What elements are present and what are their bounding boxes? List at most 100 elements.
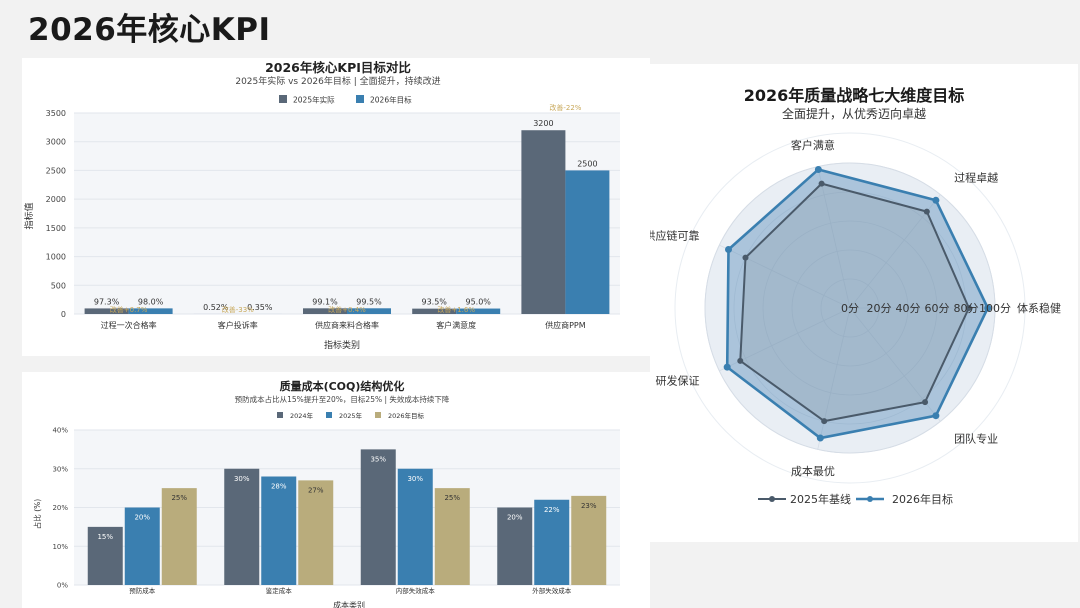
kpi-y-tick-label: 2000 bbox=[46, 195, 66, 204]
coq-chart-panel: 质量成本(COQ)结构优化 预防成本占比从15%提升至20%，目标25% | 失… bbox=[22, 372, 650, 608]
kpi-x-tick-label: 供应商来料合格率 bbox=[315, 320, 379, 330]
coq-bar-data-label: 30% bbox=[407, 475, 423, 483]
kpi-bar-actual bbox=[303, 308, 347, 314]
kpi-bar-data-label: 93.5% bbox=[421, 298, 447, 307]
coq-legend-swatch-2024 bbox=[277, 412, 283, 418]
kpi-x-tick-label: 过程一次合格率 bbox=[101, 320, 157, 330]
coq-y-tick-label: 40% bbox=[52, 427, 68, 435]
kpi-bar-actual bbox=[84, 308, 129, 314]
coq-bar-2026-target bbox=[298, 480, 334, 585]
radar-point-target bbox=[725, 245, 733, 253]
kpi-improvement-label: 改善+0.7% bbox=[110, 305, 148, 314]
radar-axis-label: 供应链可靠 bbox=[650, 229, 700, 243]
coq-y-tick-label: 20% bbox=[52, 504, 68, 512]
kpi-bar-data-label: 98.0% bbox=[138, 297, 164, 306]
radar-chart-subtitle: 全面提升，从优秀迈向卓越 bbox=[782, 106, 926, 121]
coq-bar-2024 bbox=[224, 468, 260, 585]
radar-point-baseline bbox=[923, 208, 930, 215]
radar-legend-marker-target bbox=[867, 496, 873, 502]
kpi-legend-actual: 2025年实际 bbox=[293, 95, 335, 105]
radar-axis-label: 团队专业 bbox=[954, 432, 998, 446]
kpi-x-tick-label: 客户投诉率 bbox=[218, 320, 258, 330]
kpi-x-tick-label: 客户满意度 bbox=[436, 320, 476, 330]
radar-r-tick-label: 100分 bbox=[979, 302, 1011, 315]
kpi-bar-target bbox=[456, 308, 501, 314]
radar-point-baseline bbox=[821, 418, 828, 425]
kpi-bar-chart: 2026年核心KPI目标对比 2025年实际 vs 2026年目标 | 全面提升… bbox=[23, 60, 620, 351]
kpi-bar-data-label: 0.52% bbox=[203, 303, 229, 312]
coq-bar-chart: 质量成本(COQ)结构优化 预防成本占比从15%提升至20%，目标25% | 失… bbox=[32, 379, 620, 608]
radar-chart-panel: 2026年质量战略七大维度目标 全面提升，从优秀迈向卓越 0分 20分 40分 60分… bbox=[645, 64, 1078, 542]
kpi-y-tick-label: 3500 bbox=[46, 109, 66, 118]
radar-axis-label: 研发保证 bbox=[656, 373, 700, 387]
coq-bar-data-label: 28% bbox=[271, 483, 287, 491]
coq-bar-data-label: 22% bbox=[544, 506, 560, 514]
radar-point-target bbox=[816, 434, 824, 442]
kpi-improvement-label: 改善+0.4% bbox=[328, 305, 366, 314]
kpi-bar-data-label: 95.0% bbox=[465, 298, 491, 307]
kpi-bar-actual bbox=[521, 130, 566, 314]
radar-r-tick-label: 0分 bbox=[841, 302, 859, 315]
kpi-bar-target bbox=[347, 308, 391, 314]
radar-series-target bbox=[725, 168, 990, 440]
coq-bar-2026-target bbox=[571, 495, 607, 585]
coq-plot-area: 0% 10% 20% 30% 40% 15% 20% 25% 预防成本 30% 28% 27% 鉴定成本… bbox=[52, 427, 620, 595]
kpi-x-axis-label: 指标类别 bbox=[324, 339, 360, 351]
coq-chart-title: 质量成本(COQ)结构优化 bbox=[280, 379, 405, 393]
radar-r-tick-label: 20分 bbox=[867, 302, 892, 315]
page-title: 2026年核心KPI bbox=[28, 12, 271, 48]
radar-axis-label: 过程卓越 bbox=[954, 170, 998, 184]
radar-r-tick-label: 80分 bbox=[954, 302, 979, 315]
kpi-legend-swatch-actual bbox=[279, 95, 287, 103]
radar-point-target bbox=[814, 165, 822, 173]
kpi-improvement-label: 改善+1.6% bbox=[437, 305, 475, 314]
radar-chart-title: 2026年质量战略七大维度目标 bbox=[744, 86, 965, 105]
radar-point-target bbox=[932, 196, 940, 204]
coq-x-tick-label: 外部失效成本 bbox=[532, 586, 572, 595]
kpi-bar-data-label: 3200 bbox=[533, 119, 553, 128]
coq-bar-2026-target bbox=[434, 488, 470, 585]
coq-y-tick-label: 10% bbox=[52, 543, 68, 551]
kpi-y-tick-label: 3000 bbox=[46, 138, 66, 147]
coq-bar-data-label: 23% bbox=[581, 502, 597, 510]
coq-legend-swatch-2026 bbox=[375, 412, 381, 418]
coq-bar-data-label: 25% bbox=[171, 494, 187, 502]
coq-bar-data-label: 35% bbox=[370, 455, 386, 463]
radar-spoke bbox=[817, 166, 851, 309]
coq-legend-2024: 2024年 bbox=[290, 411, 314, 420]
radar-legend-baseline: 2025年基线 bbox=[790, 492, 851, 506]
kpi-improvement-label: 改善-22% bbox=[549, 103, 581, 112]
radar-legend-target: 2026年目标 bbox=[892, 492, 953, 506]
kpi-bar-target bbox=[565, 170, 610, 314]
coq-x-tick-label: 预防成本 bbox=[129, 586, 156, 595]
kpi-chart-panel: 2026年核心KPI目标对比 2025年实际 vs 2026年目标 | 全面提升… bbox=[22, 58, 650, 356]
coq-chart-subtitle: 预防成本占比从15%提升至20%，目标25% | 失效成本持续下降 bbox=[235, 394, 450, 404]
coq-y-tick-label: 0% bbox=[57, 582, 68, 590]
kpi-bar-data-label: 0.35% bbox=[247, 303, 273, 312]
coq-bar-2025 bbox=[397, 468, 433, 585]
coq-x-axis-label: 成本类别 bbox=[333, 600, 365, 608]
radar-point-baseline bbox=[818, 180, 825, 187]
kpi-y-tick-label: 500 bbox=[51, 281, 66, 290]
radar-point-baseline bbox=[965, 305, 972, 311]
coq-bar-data-label: 15% bbox=[97, 533, 113, 541]
coq-bar-data-label: 27% bbox=[308, 486, 324, 494]
kpi-legend-target: 2026年目标 bbox=[370, 95, 412, 105]
kpi-y-tick-label: 1500 bbox=[46, 224, 66, 233]
radar-legend-marker-baseline bbox=[769, 496, 775, 502]
coq-bar-data-label: 30% bbox=[234, 475, 250, 483]
radar-spoke bbox=[817, 307, 851, 450]
kpi-x-tick-label: 供应商PPM bbox=[545, 320, 586, 330]
kpi-y-axis-label: 指标值 bbox=[23, 202, 35, 229]
radar-point-target bbox=[723, 363, 731, 371]
radar-r-tick-label: 60分 bbox=[925, 302, 950, 315]
coq-bar-data-label: 20% bbox=[134, 514, 150, 522]
radar-spoke bbox=[719, 244, 851, 309]
kpi-chart-subtitle: 2025年实际 vs 2026年目标 | 全面提升，持续改进 bbox=[235, 75, 440, 87]
radar-point-target bbox=[984, 304, 992, 312]
radar-axis-label: 客户满意 bbox=[791, 138, 835, 152]
radar-point-baseline bbox=[922, 399, 929, 406]
kpi-bar-data-label: 99.5% bbox=[356, 297, 382, 306]
coq-bar-2024 bbox=[87, 526, 123, 585]
